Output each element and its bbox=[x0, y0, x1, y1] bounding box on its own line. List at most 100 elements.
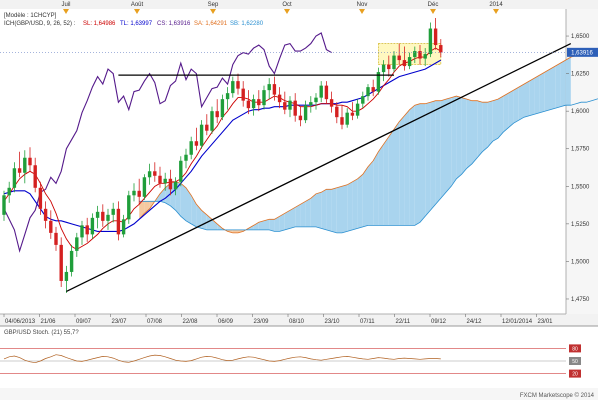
candle-body bbox=[387, 64, 391, 70]
date-tick-label: 23/10 bbox=[325, 319, 341, 325]
candle-body bbox=[350, 112, 355, 116]
candle-body bbox=[257, 99, 261, 106]
footer-bar bbox=[0, 388, 598, 400]
cloud-segment bbox=[409, 105, 415, 226]
candle-body bbox=[49, 220, 53, 233]
cloud-segment bbox=[550, 66, 556, 110]
candle-body bbox=[345, 112, 349, 125]
cloud-segment bbox=[534, 75, 540, 115]
candle-body bbox=[361, 96, 365, 104]
cloud-segment bbox=[326, 189, 332, 232]
senkou-span-a-line bbox=[138, 48, 598, 234]
cloud-segment bbox=[565, 57, 571, 106]
cloud-segment bbox=[357, 174, 363, 229]
cloud-segment bbox=[555, 63, 561, 109]
date-tick-label: 24/12 bbox=[467, 319, 483, 325]
candle-body bbox=[225, 93, 230, 100]
chikou-span-line bbox=[3, 32, 332, 253]
cloud-segment bbox=[388, 129, 394, 226]
current-price-badge bbox=[567, 47, 598, 57]
cloud-segment bbox=[399, 115, 405, 226]
date-tick-label: 09/12 bbox=[431, 319, 447, 325]
ichimoku-cloud bbox=[138, 48, 598, 234]
candle-body bbox=[402, 60, 407, 67]
month-label: Sep bbox=[208, 2, 219, 8]
candle-body bbox=[319, 85, 323, 98]
candle-body bbox=[303, 105, 308, 121]
date-tick-label: 04/06/2013 bbox=[5, 319, 36, 325]
candle-body bbox=[59, 244, 63, 281]
cloud-segment bbox=[186, 187, 192, 224]
candle-body bbox=[397, 55, 401, 61]
cloud-segment bbox=[321, 189, 327, 230]
candle-body bbox=[376, 72, 381, 92]
candlesticks bbox=[2, 18, 443, 293]
cloud-segment bbox=[482, 102, 488, 152]
candle-body bbox=[288, 100, 292, 110]
candle-body bbox=[33, 165, 37, 188]
candle-body bbox=[116, 208, 121, 235]
cloud-segment bbox=[253, 222, 259, 230]
cloud-segment bbox=[279, 213, 285, 232]
candle-body bbox=[277, 94, 282, 103]
candle-body bbox=[381, 64, 386, 73]
month-strip bbox=[0, 0, 598, 9]
cloud-segment bbox=[487, 100, 493, 148]
candle-body bbox=[2, 195, 6, 215]
candle-body bbox=[433, 28, 438, 46]
month-label: Nov bbox=[357, 2, 368, 8]
cloud-segment bbox=[316, 192, 322, 229]
trendline bbox=[66, 42, 572, 293]
cloud-segment bbox=[539, 72, 545, 113]
price-tick-label: 1,5000 bbox=[571, 259, 590, 265]
candle-body bbox=[392, 55, 396, 70]
cloud-segment bbox=[518, 84, 524, 121]
cloud-segment bbox=[404, 109, 410, 226]
footer-copyright: FXCM Marketscope © 2014 bbox=[520, 392, 595, 399]
candle-body bbox=[329, 99, 334, 107]
candle-body bbox=[413, 51, 417, 58]
cloud-segment bbox=[503, 93, 509, 133]
indicator-header: ICH(GBP/USD, 9, 26, 52) : bbox=[4, 21, 76, 27]
cloud-segment bbox=[461, 97, 467, 175]
sl-value: SL: 1,64986 bbox=[83, 21, 116, 27]
candle-body bbox=[38, 187, 43, 209]
price-tick-label: 1,5750 bbox=[571, 147, 590, 153]
candle-body bbox=[43, 208, 48, 221]
cloud-segment bbox=[284, 210, 290, 230]
candle-body bbox=[236, 81, 240, 89]
candle-body bbox=[179, 160, 183, 182]
date-tick-label: 06/09 bbox=[218, 319, 234, 325]
month-label: Déc bbox=[428, 2, 439, 8]
stochastic-level-label: 20 bbox=[572, 372, 578, 378]
candle-body bbox=[132, 190, 136, 196]
cloud-segment bbox=[352, 178, 358, 230]
stochastic-oscillator: 80 50 20 bbox=[0, 344, 581, 378]
candle-body bbox=[121, 219, 126, 235]
cloud-segment bbox=[139, 201, 145, 220]
candle-body bbox=[220, 99, 225, 118]
senkou-span-b-line bbox=[139, 98, 598, 234]
cloud-segment bbox=[342, 184, 348, 233]
sb-value: SB: 1,62280 bbox=[230, 21, 264, 27]
candle-body bbox=[267, 84, 271, 91]
stochastic-level-label: 80 bbox=[572, 346, 578, 352]
candle-body bbox=[418, 51, 422, 59]
candle-body bbox=[85, 225, 89, 235]
candle-body bbox=[173, 181, 178, 190]
candle-body bbox=[163, 178, 167, 184]
candle-body bbox=[147, 171, 152, 178]
candle-body bbox=[168, 178, 173, 190]
cloud-segment bbox=[492, 99, 498, 142]
cloud-segment bbox=[264, 219, 270, 230]
cloud-segment bbox=[451, 96, 457, 187]
month-marker bbox=[63, 9, 69, 14]
cloud-segment bbox=[274, 216, 280, 232]
cloud-segment bbox=[446, 97, 452, 193]
candle-body bbox=[324, 85, 329, 100]
date-tick-label: 23/07 bbox=[112, 319, 128, 325]
cloud-segment bbox=[347, 181, 353, 232]
stochastic-level-badge bbox=[569, 369, 581, 378]
oscillator-label: GBP/USD Stoch. (21) 55,7? bbox=[4, 330, 79, 336]
